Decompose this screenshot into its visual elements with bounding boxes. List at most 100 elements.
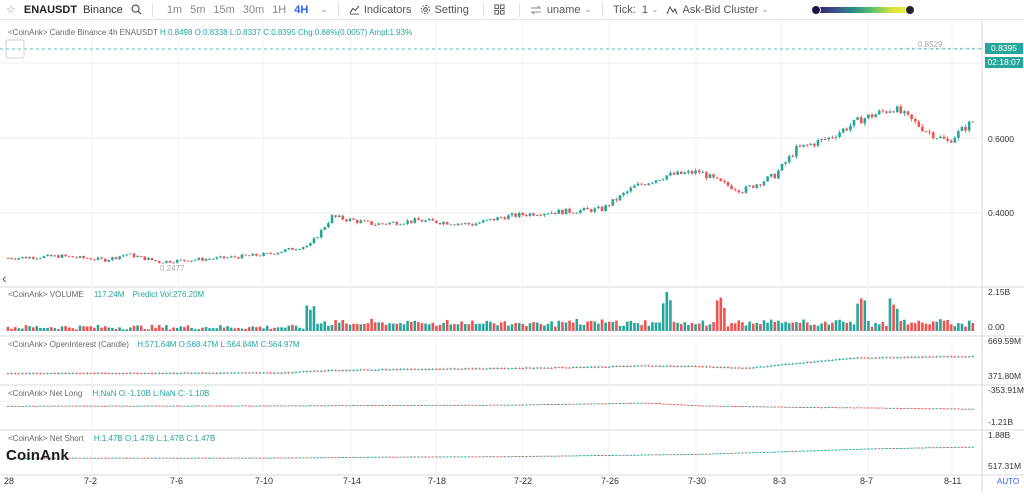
oi-candle-body bbox=[280, 372, 283, 374]
oi-candle-body bbox=[949, 356, 953, 358]
chart-area[interactable]: <CoinAnk> Candle Binance 4h ENAUSDT H:0.… bbox=[0, 20, 1024, 494]
timeframe-5m[interactable]: 5m bbox=[190, 3, 206, 16]
candle-body bbox=[478, 222, 481, 224]
netlong-bar bbox=[798, 406, 802, 408]
chevron-left-icon[interactable]: ‹ bbox=[2, 270, 7, 286]
timeframe-1h[interactable]: 1H bbox=[272, 3, 287, 16]
volume-bar bbox=[168, 329, 172, 331]
netshort-bar bbox=[373, 456, 377, 458]
timeframe-15m[interactable]: 15m bbox=[213, 3, 235, 16]
oi-candle-body bbox=[705, 366, 708, 368]
oi-candle-body bbox=[633, 365, 636, 367]
heatmap-range-slider[interactable] bbox=[810, 0, 915, 20]
timeframe-4h[interactable]: 4H bbox=[294, 3, 309, 16]
volume-bar bbox=[463, 324, 467, 331]
setting-button[interactable]: Setting bbox=[416, 0, 473, 20]
candle-body bbox=[942, 136, 946, 139]
candle-body bbox=[514, 213, 517, 217]
oi-candle-body bbox=[240, 372, 244, 374]
candle-body bbox=[766, 176, 769, 182]
netshort-bar bbox=[291, 457, 294, 459]
volume-bar bbox=[467, 324, 471, 331]
oi-candle-body bbox=[247, 372, 251, 374]
auto-scale-button[interactable]: AUTO bbox=[997, 477, 1020, 486]
netshort-bar bbox=[82, 457, 85, 459]
candle-body bbox=[913, 119, 917, 122]
favorite-star-icon[interactable]: ☆ bbox=[6, 4, 16, 16]
netlong-bar bbox=[535, 404, 539, 406]
candle-body bbox=[417, 218, 420, 221]
netlong-bar bbox=[510, 404, 514, 406]
netshort-bar bbox=[838, 449, 841, 451]
netlong-bar bbox=[136, 405, 139, 407]
oi-candle-body bbox=[672, 366, 676, 367]
volume-bar bbox=[744, 325, 748, 331]
candle-body bbox=[525, 215, 528, 216]
chevron-down-icon: ⌄ bbox=[584, 4, 592, 14]
volume-bar bbox=[165, 325, 168, 331]
volume-bar bbox=[499, 322, 503, 331]
oi-candle-body bbox=[276, 372, 280, 374]
oi-candle-body bbox=[906, 356, 910, 358]
timeframe-1m[interactable]: 1m bbox=[166, 3, 183, 16]
netlong-bar bbox=[625, 402, 629, 404]
slider-handle-left[interactable] bbox=[810, 4, 821, 15]
timeframe-30m[interactable]: 30m bbox=[242, 3, 265, 16]
volume-bar bbox=[316, 323, 319, 331]
netlong-bar bbox=[118, 405, 121, 407]
netshort-bar bbox=[795, 450, 798, 452]
netlong-bar bbox=[348, 405, 352, 407]
netlong-bar bbox=[795, 406, 798, 408]
oi-candle-body bbox=[399, 369, 402, 370]
netshort-bar bbox=[143, 457, 147, 459]
volume-bar bbox=[204, 327, 208, 331]
oi-candle-body bbox=[885, 357, 888, 359]
volume-bar bbox=[258, 326, 262, 331]
netshort-legend-close: C:1.47B bbox=[186, 434, 216, 443]
oi-candle-body bbox=[852, 358, 856, 359]
volume-bar bbox=[28, 326, 31, 331]
chart-canvas[interactable] bbox=[0, 20, 1024, 494]
volume-bar bbox=[971, 323, 975, 331]
tick-selector[interactable]: Tick: 1 ⌄ bbox=[609, 0, 662, 20]
netshort-bar bbox=[741, 452, 744, 454]
symbol-selector[interactable]: ENAUSDT Binance bbox=[20, 0, 127, 20]
candle-body bbox=[852, 119, 856, 126]
volume-bar bbox=[341, 320, 345, 331]
candle-body bbox=[485, 219, 489, 221]
oi-candle-body bbox=[168, 372, 172, 374]
oi-candle-body bbox=[521, 368, 525, 369]
oi-candle-body bbox=[481, 368, 485, 370]
candle-body bbox=[643, 184, 647, 186]
user-selector[interactable]: uname ⌄ bbox=[526, 0, 596, 20]
candle-body bbox=[629, 187, 633, 192]
candle-body bbox=[24, 256, 28, 259]
netshort-bar bbox=[481, 456, 485, 458]
volume-bar bbox=[877, 324, 881, 331]
date-axis-label: 7-18 bbox=[428, 476, 447, 486]
oi-legend-open: O:568.47M bbox=[178, 340, 219, 349]
slider-handle-right[interactable] bbox=[904, 4, 915, 15]
netlong-bar bbox=[543, 404, 546, 406]
netlong-bar bbox=[935, 408, 939, 410]
netlong-bar bbox=[219, 405, 222, 407]
search-icon[interactable] bbox=[127, 0, 146, 20]
oi-candle-body bbox=[75, 373, 78, 374]
volume-bar bbox=[312, 306, 316, 331]
netshort-bar bbox=[463, 456, 467, 458]
oi-candle-body bbox=[748, 367, 751, 369]
layout-grid-icon[interactable] bbox=[490, 0, 509, 20]
netlong-bar bbox=[391, 405, 395, 407]
netshort-bar bbox=[499, 456, 503, 458]
candle-body bbox=[337, 215, 341, 217]
netlong-legend-low: L:NaN bbox=[153, 389, 176, 398]
volume-bar bbox=[161, 327, 165, 331]
netlong-bar bbox=[910, 407, 913, 409]
netshort-bar bbox=[46, 457, 49, 459]
oi-candle-body bbox=[737, 367, 741, 369]
cluster-selector[interactable]: Ask-Bid Cluster ⌄ bbox=[662, 0, 772, 20]
indicators-button[interactable]: Indicators bbox=[345, 0, 416, 20]
volume-bar bbox=[35, 326, 39, 331]
chevron-down-icon[interactable]: ⌄ bbox=[320, 4, 328, 14]
volume-bar bbox=[409, 321, 413, 331]
